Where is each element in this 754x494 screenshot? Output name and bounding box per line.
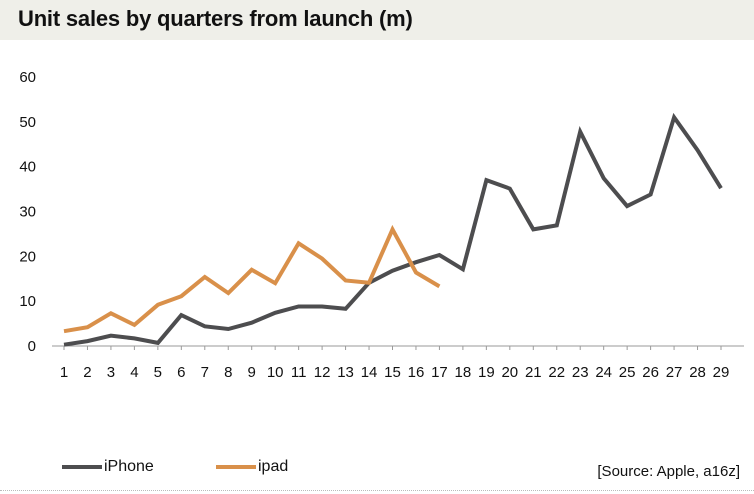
x-tick-label: 1 — [60, 364, 68, 381]
source-note: [Source: Apple, a16z] — [597, 463, 740, 480]
y-tick-label: 50 — [19, 114, 36, 131]
x-tick-label: 12 — [314, 364, 331, 381]
x-tick-label: 5 — [154, 364, 162, 381]
x-tick-label: 8 — [224, 364, 232, 381]
legend-item-ipad: ipad — [216, 458, 288, 476]
y-tick-label: 40 — [19, 159, 36, 176]
x-tick-label: 18 — [455, 364, 472, 381]
x-tick-label: 2 — [83, 364, 91, 381]
x-tick-label: 9 — [248, 364, 256, 381]
x-tick-label: 26 — [642, 364, 659, 381]
legend: iPhone ipad — [0, 458, 754, 488]
series-line-ipad — [63, 224, 441, 334]
legend-label-ipad: ipad — [258, 458, 289, 475]
legend-item-iphone: iPhone — [62, 458, 154, 476]
x-tick-label: 16 — [408, 364, 425, 381]
chart-title: Unit sales by quarters from launch (m) — [18, 6, 413, 31]
x-tick-label: 22 — [548, 364, 565, 381]
x-tick-label: 21 — [525, 364, 542, 381]
legend-swatch-iphone — [62, 465, 102, 469]
x-tick-label: 27 — [666, 364, 683, 381]
x-tick-label: 3 — [107, 364, 115, 381]
x-tick-label: 24 — [595, 364, 612, 381]
bottom-rule — [0, 490, 754, 491]
x-tick-label: 23 — [572, 364, 589, 381]
x-tick-label: 28 — [689, 364, 706, 381]
x-tick-label: 29 — [713, 364, 730, 381]
x-tick-label: 14 — [361, 364, 378, 381]
x-tick-label: 15 — [384, 364, 401, 381]
x-tick-label: 20 — [501, 364, 518, 381]
y-tick-label: 20 — [19, 248, 36, 265]
x-tick-label: 11 — [291, 364, 307, 381]
x-tick-label: 17 — [431, 364, 448, 381]
y-tick-label: 0 — [28, 338, 36, 355]
x-tick-label: 13 — [337, 364, 354, 381]
x-tick-label: 19 — [478, 364, 495, 381]
x-tick-label: 25 — [619, 364, 636, 381]
title-bar: Unit sales by quarters from launch (m) — [0, 0, 754, 40]
y-tick-label: 10 — [19, 293, 36, 310]
x-tick-label: 6 — [177, 364, 185, 381]
x-tick-label: 7 — [201, 364, 209, 381]
x-tick-label: 10 — [267, 364, 284, 381]
y-tick-label: 60 — [19, 69, 36, 86]
legend-swatch-ipad — [216, 465, 256, 469]
x-tick-label: 4 — [130, 364, 138, 381]
y-tick-label: 30 — [19, 204, 36, 221]
legend-label-iphone: iPhone — [104, 458, 154, 475]
